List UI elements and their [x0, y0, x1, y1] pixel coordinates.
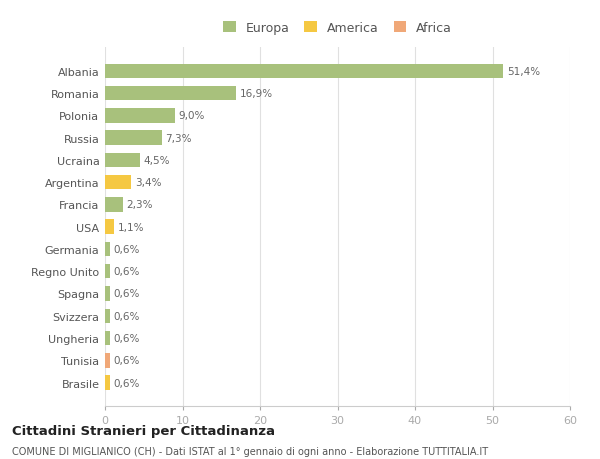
Bar	[105, 353, 110, 368]
Bar	[105, 375, 110, 390]
Bar	[105, 175, 131, 190]
Text: 51,4%: 51,4%	[507, 67, 541, 77]
Text: 0,6%: 0,6%	[113, 333, 140, 343]
Text: 0,6%: 0,6%	[113, 356, 140, 365]
Text: 9,0%: 9,0%	[179, 111, 205, 121]
Text: 0,6%: 0,6%	[113, 378, 140, 388]
Bar	[105, 198, 123, 212]
Text: 16,9%: 16,9%	[240, 89, 273, 99]
Text: 3,4%: 3,4%	[135, 178, 162, 188]
Legend: Europa, America, Africa: Europa, America, Africa	[223, 22, 452, 35]
Text: 7,3%: 7,3%	[166, 134, 192, 143]
Bar	[105, 64, 503, 79]
Bar	[105, 309, 110, 323]
Text: 0,6%: 0,6%	[113, 311, 140, 321]
Bar	[105, 131, 161, 146]
Text: 1,1%: 1,1%	[118, 222, 144, 232]
Text: Cittadini Stranieri per Cittadinanza: Cittadini Stranieri per Cittadinanza	[12, 425, 275, 437]
Bar	[105, 153, 140, 168]
Text: 0,6%: 0,6%	[113, 267, 140, 277]
Bar	[105, 242, 110, 257]
Text: 0,6%: 0,6%	[113, 245, 140, 254]
Text: 2,3%: 2,3%	[127, 200, 153, 210]
Text: 0,6%: 0,6%	[113, 289, 140, 299]
Bar	[105, 109, 175, 123]
Bar	[105, 220, 113, 235]
Bar	[105, 87, 236, 101]
Bar	[105, 286, 110, 301]
Bar	[105, 264, 110, 279]
Text: COMUNE DI MIGLIANICO (CH) - Dati ISTAT al 1° gennaio di ogni anno - Elaborazione: COMUNE DI MIGLIANICO (CH) - Dati ISTAT a…	[12, 446, 488, 456]
Bar	[105, 331, 110, 346]
Text: 4,5%: 4,5%	[144, 156, 170, 166]
